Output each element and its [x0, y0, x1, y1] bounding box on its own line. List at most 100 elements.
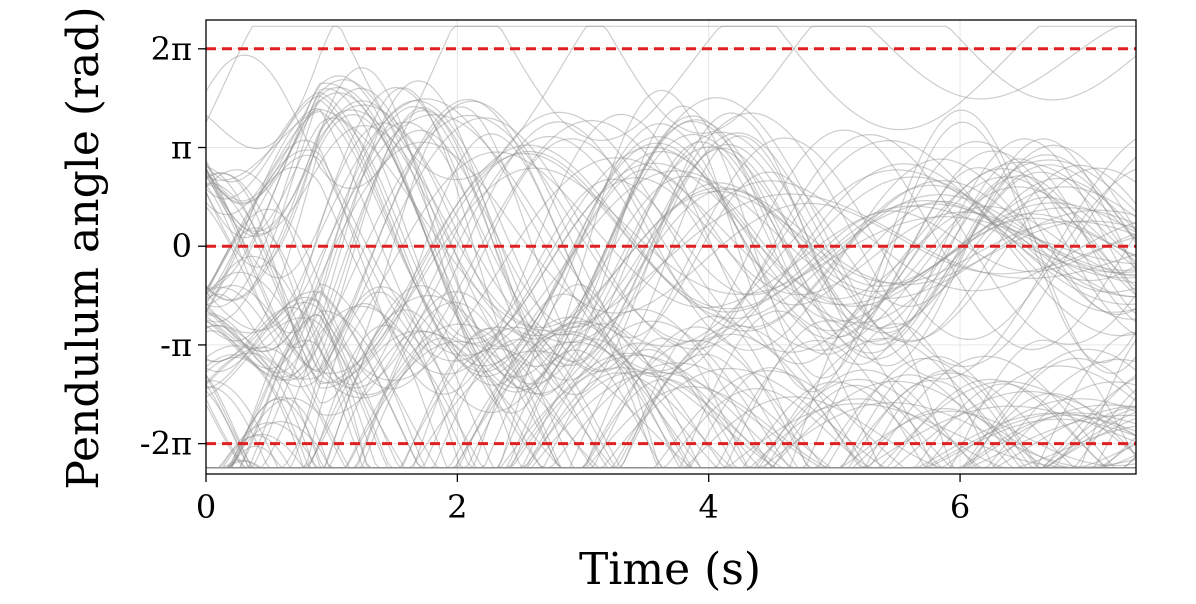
trajectory-line	[206, 313, 1137, 469]
trajectory-line	[205, 330, 1137, 469]
trajectory-line	[206, 326, 1137, 469]
trajectory-line	[205, 354, 1137, 469]
trajectory-line	[205, 79, 1137, 385]
trajectory-line	[206, 285, 1137, 469]
trajectory-line	[205, 138, 1137, 390]
trajectory-line	[206, 322, 1136, 469]
trajectory-line	[206, 327, 1137, 469]
trajectory-line	[206, 316, 1136, 469]
trajectory-line	[205, 114, 1137, 348]
trajectory-line	[205, 167, 1137, 375]
trajectory-line	[205, 106, 1137, 404]
x-tick-label: 6	[950, 488, 970, 526]
trajectory-line	[205, 108, 1137, 332]
trajectory-line	[205, 110, 1137, 345]
trajectory-line	[205, 345, 1137, 469]
trajectory-line	[205, 98, 1137, 372]
x-tick-label: 2	[447, 488, 467, 526]
x-axis-label: Time (s)	[579, 544, 761, 595]
trajectory-line	[205, 306, 1137, 469]
trajectory-line	[206, 310, 1137, 469]
trajectory-line	[206, 313, 1137, 469]
trajectory-line	[205, 107, 1137, 380]
trajectory-line	[205, 75, 1137, 393]
trajectory-line	[205, 98, 1137, 388]
y-tick-label: 2π	[151, 30, 192, 68]
trajectory-line	[206, 305, 1137, 469]
trajectory-line	[205, 146, 1137, 375]
trajectory-line	[205, 82, 1137, 395]
trajectory-line	[205, 347, 1137, 469]
trajectory-line	[206, 294, 1136, 469]
trajectory-line	[205, 301, 1137, 469]
y-axis-ticks: 2π π 0 -π -2π	[140, 30, 206, 463]
trajectory-line	[205, 141, 1137, 352]
trajectory-line	[205, 151, 1137, 380]
trajectory-line	[206, 291, 1136, 469]
trajectory-line	[206, 290, 1137, 469]
trajectory-line	[206, 293, 1136, 469]
trajectory-line	[206, 323, 1136, 469]
trajectory-line	[206, 367, 1137, 469]
trajectory-line	[205, 99, 1137, 367]
trajectory-line	[205, 88, 1137, 386]
y-axis-label: Pendulum angle (rad)	[58, 6, 109, 489]
trajectory-line	[205, 135, 1137, 389]
trajectory-line	[205, 95, 1137, 373]
trajectory-line	[206, 326, 1137, 469]
trajectory-line	[205, 117, 1137, 373]
trajectory-line	[205, 100, 1137, 368]
trajectory-line	[205, 109, 1137, 382]
trajectory-line	[205, 114, 1137, 378]
trajectory-line	[206, 337, 1137, 469]
trajectory-line	[205, 87, 1137, 391]
trajectory-line	[205, 309, 1136, 469]
trajectory-line	[205, 153, 1137, 385]
trajectory-line	[205, 121, 1137, 396]
plot-frame	[205, 19, 1137, 475]
x-tick-label: 0	[196, 488, 216, 526]
y-tick-label: π	[171, 129, 192, 167]
trajectory-line	[205, 100, 1137, 375]
trajectory-line	[206, 320, 1137, 469]
trajectory-line	[205, 80, 1137, 396]
y-tick-label: -π	[160, 326, 192, 364]
trajectory-line	[205, 111, 1137, 416]
trajectory-line	[205, 154, 1137, 362]
trajectory-line	[205, 86, 1137, 389]
trajectory-line	[205, 346, 1137, 469]
trajectory-line	[205, 330, 1136, 469]
trajectory-line	[205, 286, 1137, 469]
trajectory-line	[205, 296, 1137, 469]
x-axis-ticks: 0 2 4 6	[196, 474, 970, 526]
trajectory-line	[205, 67, 1137, 414]
trajectory-line	[205, 290, 1137, 469]
trajectory-line	[206, 333, 1137, 469]
x-tick-label: 4	[699, 488, 719, 526]
trajectory-line	[205, 25, 1137, 190]
trajectory-line	[206, 302, 1137, 469]
y-tick-label: -2π	[140, 425, 192, 463]
trajectory-line	[205, 97, 1137, 413]
trajectory-line	[205, 317, 1137, 469]
trajectory-line	[205, 157, 1137, 382]
trajectory-line	[206, 283, 1137, 469]
trajectory-line	[205, 104, 1137, 343]
trajectory-line	[205, 86, 1137, 381]
trajectory-line	[206, 291, 1137, 469]
trajectory-line	[205, 125, 1137, 329]
y-tick-label: 0	[172, 227, 192, 265]
trajectory-line	[205, 25, 1136, 150]
trajectory-line	[205, 87, 1137, 396]
trajectory-line	[205, 117, 1137, 340]
trajectory-line	[205, 91, 1137, 378]
trajectory-line	[205, 144, 1137, 389]
trajectory-line	[205, 308, 1137, 469]
trajectory-line	[205, 122, 1137, 340]
trajectory-line	[206, 371, 1137, 469]
reference-lines	[206, 47, 1136, 446]
trajectory-line	[205, 113, 1137, 395]
trajectory-line	[205, 341, 1137, 469]
